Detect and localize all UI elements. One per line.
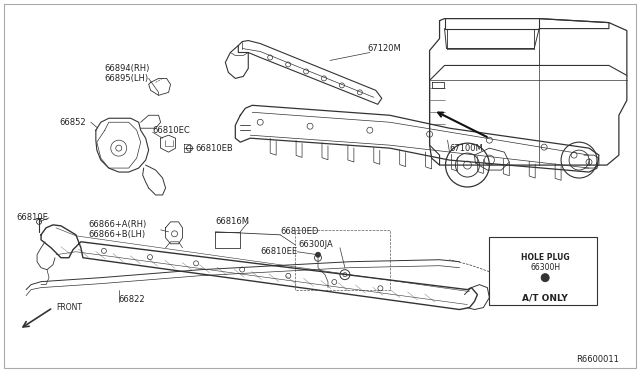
Text: 66300JA: 66300JA [298, 240, 333, 249]
Text: 66866+B(LH): 66866+B(LH) [89, 230, 146, 239]
Text: R6600011: R6600011 [576, 355, 619, 364]
Text: 66894(RH): 66894(RH) [105, 64, 150, 73]
Circle shape [541, 274, 549, 282]
Text: 66816M: 66816M [216, 217, 250, 227]
Text: 67120M: 67120M [368, 44, 401, 53]
Text: 66852: 66852 [59, 118, 86, 127]
Text: FRONT: FRONT [56, 303, 82, 312]
Text: 66866+A(RH): 66866+A(RH) [89, 220, 147, 230]
Text: 66810EB: 66810EB [195, 144, 233, 153]
Text: A/T ONLY: A/T ONLY [522, 293, 568, 302]
Text: 66810ED: 66810ED [280, 227, 319, 236]
Text: 66810E: 66810E [16, 214, 48, 222]
Text: 66300H: 66300H [530, 263, 560, 272]
Text: 66810EC: 66810EC [152, 126, 190, 135]
Text: 67100M: 67100M [449, 144, 483, 153]
Text: 66895(LH): 66895(LH) [105, 74, 149, 83]
Text: 66810EE: 66810EE [260, 247, 298, 256]
Circle shape [316, 252, 321, 257]
Text: HOLE PLUG: HOLE PLUG [521, 253, 570, 262]
Text: 66822: 66822 [119, 295, 145, 304]
Bar [490, 237, 597, 305]
